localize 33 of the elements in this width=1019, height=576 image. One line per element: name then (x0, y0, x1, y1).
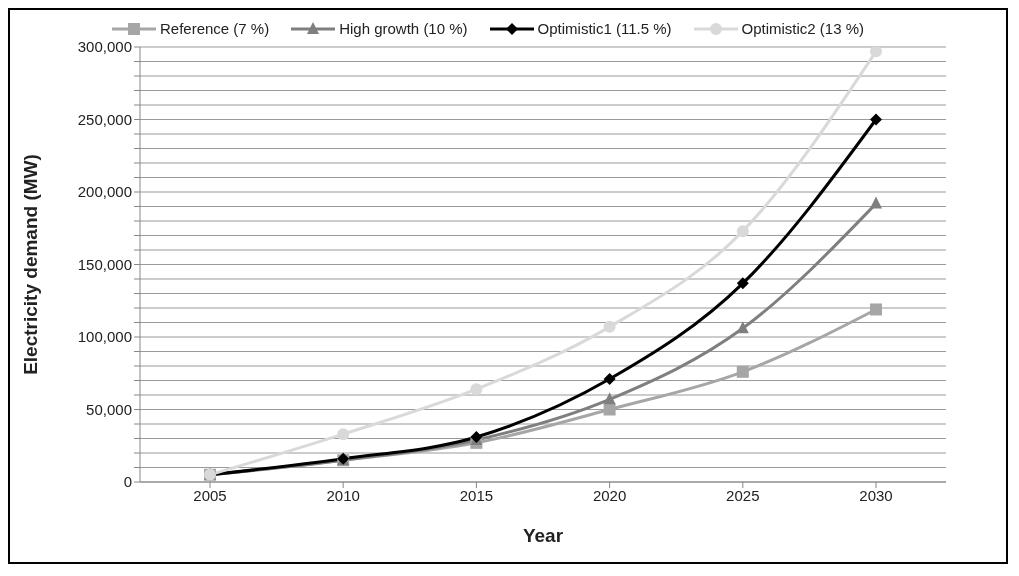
x-tick-label: 2020 (592, 486, 627, 504)
x-tick-label: 2030 (859, 486, 893, 504)
point (736, 321, 749, 334)
y-tick-label: 300,000 (77, 38, 132, 56)
legend-label: Reference (7 %) (159, 20, 270, 37)
point (603, 373, 616, 386)
point (870, 196, 882, 209)
point (736, 225, 749, 238)
point (603, 320, 616, 333)
y-axis-title: Electricity demand (MW) (19, 154, 41, 375)
point (337, 428, 350, 441)
legend-label: Optimistic1 (11.5 %) (537, 20, 672, 37)
point (736, 365, 749, 378)
y-tick-label: 0 (123, 473, 132, 491)
point (470, 383, 483, 396)
legend-label: High growth (10 %) (339, 20, 468, 37)
point (870, 303, 882, 316)
y-tick-label: 100,000 (77, 328, 132, 346)
point (603, 392, 616, 405)
x-tick-label: 2005 (193, 486, 227, 504)
point (603, 403, 616, 416)
y-tick-label: 50,000 (86, 400, 132, 418)
legend-label: Optimistic2 (13 %) (741, 20, 865, 37)
point (736, 277, 749, 290)
x-axis-title: Year (522, 525, 564, 546)
point (870, 47, 882, 58)
y-tick-label: 200,000 (77, 183, 132, 201)
y-tick-label: 150,000 (77, 255, 132, 273)
x-tick-label: 2015 (459, 486, 494, 504)
y-tick-label: 250,000 (77, 110, 132, 128)
x-tick-label: 2010 (326, 486, 360, 504)
point (870, 113, 882, 126)
x-tick-label: 2025 (726, 486, 760, 504)
